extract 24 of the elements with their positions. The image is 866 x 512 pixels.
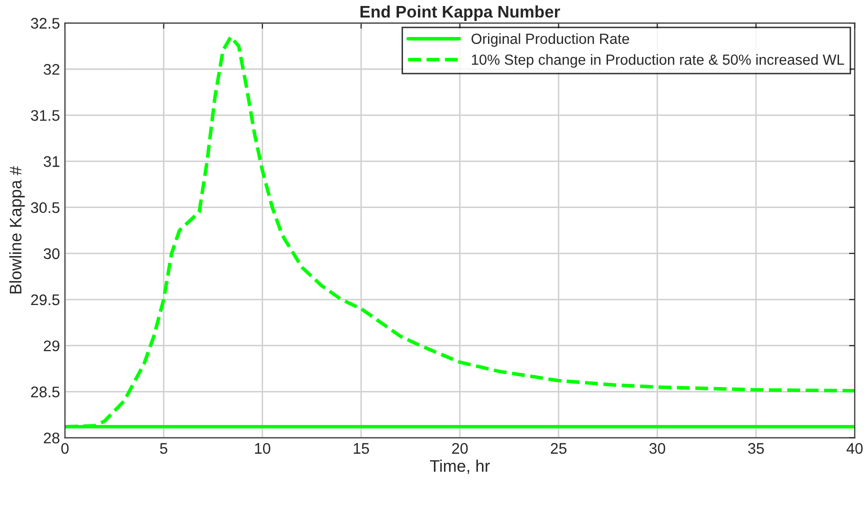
x-axis-title: Time, hr	[430, 460, 490, 474]
legend-label: Original Production Rate	[472, 33, 630, 47]
x-tick-label: 10	[255, 443, 270, 454]
y-tick-label: 29.5	[31, 294, 60, 306]
x-tick-label: 40	[846, 443, 863, 454]
x-tick-label: 30	[649, 443, 666, 454]
y-tick-label: 28.5	[31, 386, 60, 398]
y-tick-label: 32	[44, 64, 60, 75]
x-tick-label: 5	[160, 443, 168, 454]
y-tick-label: 32.5	[30, 18, 60, 29]
x-tick-label: 0	[61, 443, 69, 454]
x-tick-label: 15	[354, 443, 369, 454]
legend-label: 10% Step change in Production rate & 50% increased WL	[472, 54, 844, 68]
y-axis-title: Blowline Kappa #	[9, 166, 25, 294]
y-tick-label: 28	[44, 432, 60, 444]
chart-title: End Point Kappa Number	[360, 5, 560, 21]
x-tick-label: 25	[550, 443, 566, 454]
x-tick-label: 20	[452, 443, 468, 454]
y-tick-label: 29	[44, 340, 60, 352]
y-tick-label: 31.5	[30, 110, 60, 121]
y-tick-label: 31	[44, 156, 60, 167]
x-tick-label: 35	[748, 443, 764, 454]
y-tick-label: 30	[44, 248, 60, 260]
y-tick-label: 30.5	[30, 202, 60, 214]
